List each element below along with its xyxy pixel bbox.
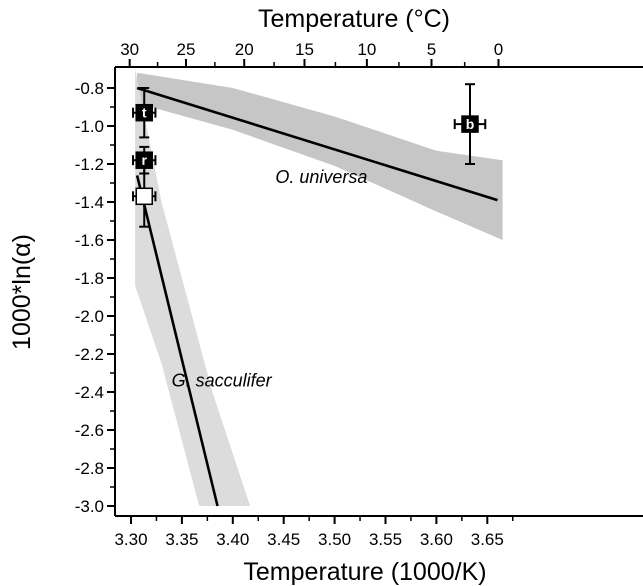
top-tick-label: 15 — [295, 40, 314, 59]
y-tick-label: -2.2 — [75, 345, 104, 364]
y-axis-label: 1000*ln(α) — [8, 234, 36, 350]
top-tick-label: 10 — [357, 40, 376, 59]
data-point-G: G — [132, 164, 157, 228]
y-tick-label: -1.2 — [75, 155, 104, 174]
top-axis-label: Temperature (°C) — [258, 5, 450, 33]
g-sacculifer-confidence-band — [135, 69, 251, 506]
top-tick-label: 30 — [120, 40, 139, 59]
data-points: t b r G — [132, 83, 487, 228]
y-axis-ticks: -0.8 -1.0 -1.2 -1.4 -1.6 -1.8 -2.0 -2.2 -2.4 -2.6… — [75, 79, 115, 516]
point-marker — [135, 103, 153, 122]
regression-lines — [135, 86, 498, 507]
y-tick-label: -3.0 — [75, 497, 104, 516]
point-label: r — [142, 152, 148, 168]
top-tick-label: 25 — [177, 40, 196, 59]
point-label: t — [142, 105, 147, 121]
top-tick-label: 5 — [427, 40, 436, 59]
o-universa-annotation: O. universa — [275, 167, 367, 187]
y-tick-label: -2.0 — [75, 307, 104, 326]
y-tick-label: -2.6 — [75, 421, 104, 440]
x-axis-ticks: 3.30 3.35 3.40 3.45 3.50 3.55 3.60 3.65 — [114, 516, 514, 549]
y-tick-label: -1.8 — [75, 269, 104, 288]
x-tick-label: 3.40 — [216, 530, 249, 549]
x-tick-label: 3.50 — [318, 530, 351, 549]
top-tick-label: 0 — [494, 40, 503, 59]
data-point-t: t — [132, 87, 157, 139]
point-marker — [461, 115, 479, 133]
y-tick-label: -1.4 — [75, 193, 104, 212]
y-tick-label: -2.4 — [75, 383, 104, 402]
x-tick-label: 3.30 — [114, 530, 147, 549]
x-tick-label: 3.45 — [267, 530, 300, 549]
g-sacculifer-annotation: G. sacculifer — [172, 370, 273, 390]
x-tick-label: 3.65 — [471, 530, 504, 549]
annotations: O. universa G. sacculifer — [172, 167, 368, 390]
top-axis-ticks: 30 25 20 15 10 5 0 — [120, 40, 503, 67]
g-sacculifer-regression-line — [135, 175, 219, 507]
data-point-r: r — [132, 145, 157, 175]
o-universa-confidence-band — [137, 72, 503, 240]
y-tick-label: -1.0 — [75, 117, 104, 136]
y-tick-label: -2.8 — [75, 459, 104, 478]
top-tick-label: 20 — [235, 40, 254, 59]
point-label: b — [466, 116, 475, 132]
x-axis-label: Temperature (1000/K) — [243, 558, 486, 586]
point-marker — [135, 187, 153, 206]
point-label: G — [139, 188, 150, 204]
x-tick-label: 3.60 — [420, 530, 453, 549]
x-tick-label: 3.55 — [369, 530, 402, 549]
data-point-b: b — [453, 83, 487, 165]
y-tick-label: -1.6 — [75, 231, 104, 250]
o-universa-regression-line — [136, 86, 498, 202]
confidence-bands — [135, 69, 503, 506]
y-tick-label: -0.8 — [75, 79, 104, 98]
x-tick-label: 3.35 — [165, 530, 198, 549]
